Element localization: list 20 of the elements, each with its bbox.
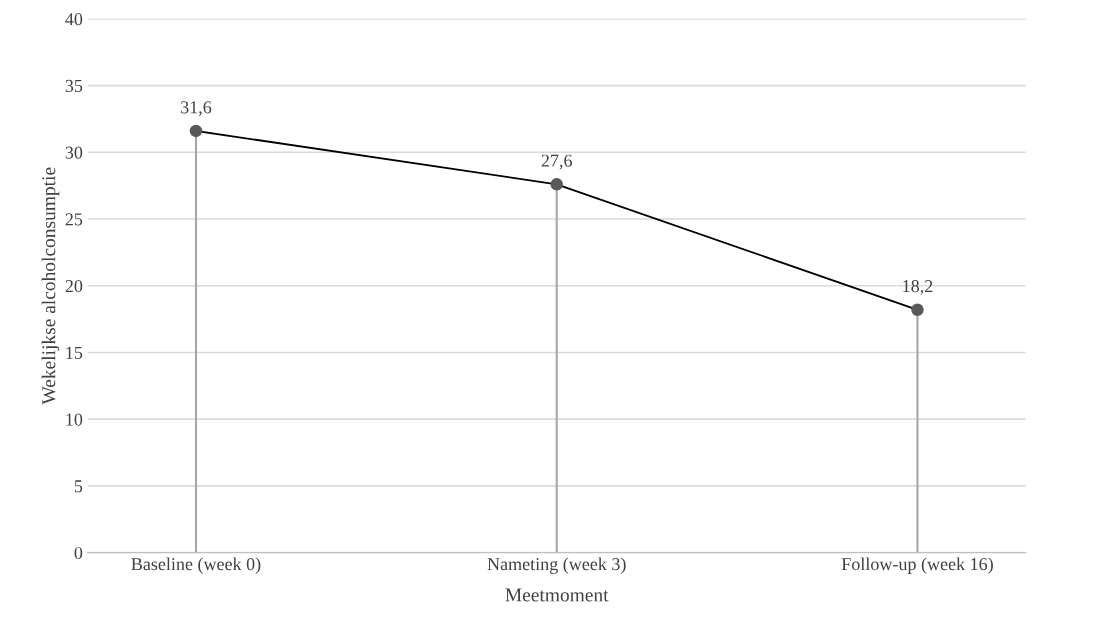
- y-axis-title: Wekelijkse alcoholconsumptie: [41, 167, 60, 405]
- point: [550, 178, 563, 191]
- y-tick-label: 20: [65, 280, 83, 293]
- y-tick-label: 10: [66, 413, 83, 426]
- y-tick-label: 5: [74, 480, 83, 493]
- x-axis-title: Meetmoment: [505, 588, 609, 602]
- data-label: 31,6: [181, 101, 212, 116]
- x-tick-label: Nameting (week 3): [487, 557, 626, 574]
- x-tick-label: Follow-up (week 16): [841, 557, 993, 574]
- y-tick-label: 0: [74, 546, 83, 560]
- data-label: 27,6: [541, 154, 572, 170]
- y-tick-label: 40: [65, 13, 83, 26]
- point: [189, 124, 203, 138]
- data-label: 18,2: [903, 280, 933, 295]
- y-tick-label: 35: [65, 79, 83, 93]
- y-tick-label: 30: [65, 146, 83, 159]
- y-tick-label: 15: [66, 346, 83, 359]
- y-tick-label: 25: [65, 213, 83, 226]
- point: [911, 303, 924, 317]
- x-tick-label: Baseline (week 0): [131, 557, 261, 574]
